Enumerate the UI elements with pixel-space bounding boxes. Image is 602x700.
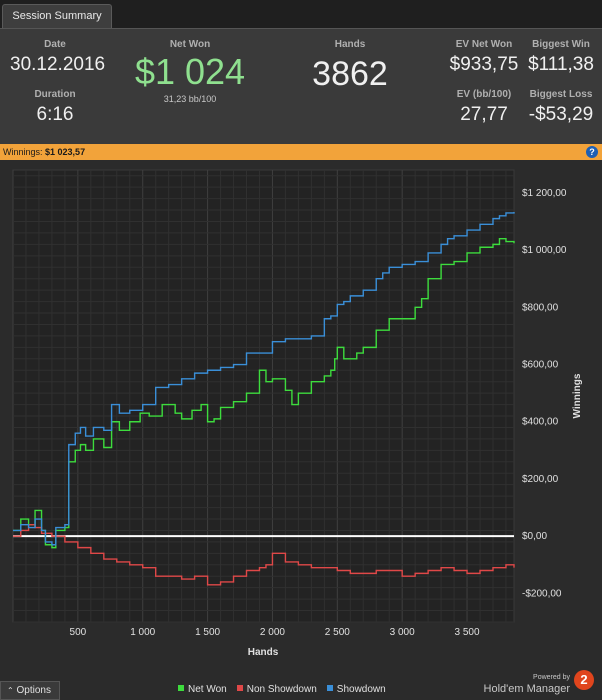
net-won-bb100: 31,23 bb/100 <box>163 94 217 104</box>
ev-bb100-label: EV (bb/100) <box>456 89 512 100</box>
stat-biggest-loss: Biggest Loss -$53,29 <box>522 89 600 126</box>
series-line-net-won <box>13 237 515 549</box>
x-tick-label: 2 000 <box>260 627 285 638</box>
y-tick-label: $800,00 <box>522 302 559 313</box>
legend-item-showdown: Showdown <box>326 684 386 695</box>
y-tick-label: $1 000,00 <box>522 245 567 256</box>
question-icon[interactable]: ? <box>586 146 598 158</box>
hm2-logo-icon: 2 <box>574 670 594 690</box>
legend-swatch <box>326 685 333 691</box>
legend-item-net-won: Net Won <box>178 684 227 695</box>
net-won-value: $1 024 <box>134 51 246 92</box>
x-tick-label: 3 500 <box>455 627 480 638</box>
legend-label: Showdown <box>336 684 386 695</box>
winnings-label: Winnings: <box>3 147 43 157</box>
stat-net-won: Net Won $1 024 31,23 bb/100 <box>120 39 260 104</box>
grid-lines <box>12 170 514 623</box>
brand: Powered by Hold'em Manager <box>484 674 570 696</box>
x-tick-labels: 500 1 000 1 500 2 000 2 500 3 000 3 500 <box>70 627 480 638</box>
date-label: Date <box>44 39 66 50</box>
winnings-chart-svg: 500 1 000 1 500 2 000 2 500 3 000 3 500 -$200,… <box>12 169 583 658</box>
series-lines <box>13 212 515 586</box>
stat-ev-bb100: EV (bb/100) 27,77 <box>444 89 524 126</box>
legend-label: Net Won <box>188 684 227 695</box>
options-label: Options <box>16 685 51 696</box>
ev-net-won-label: EV Net Won <box>455 39 513 50</box>
footer: ⌃ Options Net Won Non Showdown Showdown Po… <box>0 674 602 700</box>
y-axis-label: Winnings <box>572 373 583 418</box>
legend-swatch <box>236 685 243 691</box>
x-tick-label: 1 000 <box>130 627 155 638</box>
biggest-win-label: Biggest Win <box>532 39 590 50</box>
y-tick-label: $600,00 <box>522 360 559 371</box>
duration-label: Duration <box>34 89 76 100</box>
legend-swatch <box>178 685 184 691</box>
series-line-non-showdown <box>13 524 515 586</box>
stat-date: Date 30.12.2016 <box>10 39 106 76</box>
net-won-label: Net Won <box>169 39 211 50</box>
powered-by-text: Powered by <box>533 674 570 681</box>
options-button[interactable]: ⌃ Options <box>0 681 60 700</box>
y-tick-label: -$200,00 <box>522 588 562 599</box>
y-tick-label: $1 200,00 <box>522 188 567 199</box>
legend-item-non-showdown: Non Showdown <box>236 684 317 695</box>
biggest-win-value: $111,38 <box>528 54 594 75</box>
stat-duration: Duration 6:16 <box>10 89 100 126</box>
y-tick-label: $400,00 <box>522 417 559 428</box>
ev-net-won-value: $933,75 <box>449 54 519 75</box>
legend-label: Non Showdown <box>246 684 317 695</box>
y-tick-labels: -$200,00 $0,00 $200,00 $400,00 $600,00 $800,0… <box>522 188 567 600</box>
chart-legend: Net Won Non Showdown Showdown <box>178 684 396 695</box>
y-tick-label: $0,00 <box>522 531 547 542</box>
stat-ev-net-won: EV Net Won $933,75 <box>444 39 524 76</box>
stat-biggest-win: Biggest Win $111,38 <box>522 39 600 76</box>
hands-label: Hands <box>334 39 366 50</box>
y-tick-label: $200,00 <box>522 474 559 485</box>
series-line-showdown <box>13 212 515 546</box>
winnings-bar: Winnings: $1 023,57 ? <box>0 144 602 160</box>
tab-session-summary[interactable]: Session Summary <box>2 4 112 28</box>
x-tick-label: 500 <box>70 627 87 638</box>
plot-area <box>12 169 515 623</box>
x-tick-label: 2 500 <box>325 627 350 638</box>
brand-name: Hold'em Manager <box>483 683 570 695</box>
winnings-value: $1 023,57 <box>45 147 86 157</box>
duration-value: 6:16 <box>36 104 74 125</box>
x-axis-label: Hands <box>248 647 279 658</box>
date-value: 30.12.2016 <box>10 54 106 75</box>
biggest-loss-label: Biggest Loss <box>529 89 593 100</box>
tab-bar: Session Summary <box>0 0 602 28</box>
ev-bb100-value: 27,77 <box>460 104 508 125</box>
biggest-loss-value: -$53,29 <box>528 104 594 125</box>
winnings-chart: 500 1 000 1 500 2 000 2 500 3 000 3 500 -$200,… <box>0 160 602 680</box>
chevron-up-icon: ⌃ <box>7 686 14 695</box>
stat-hands: Hands 3862 <box>290 39 410 94</box>
session-summary-panel: Date 30.12.2016 Duration 6:16 Net Won $1… <box>0 28 602 144</box>
hands-value: 3862 <box>312 55 388 93</box>
x-tick-label: 1 500 <box>195 627 220 638</box>
x-tick-label: 3 000 <box>390 627 415 638</box>
